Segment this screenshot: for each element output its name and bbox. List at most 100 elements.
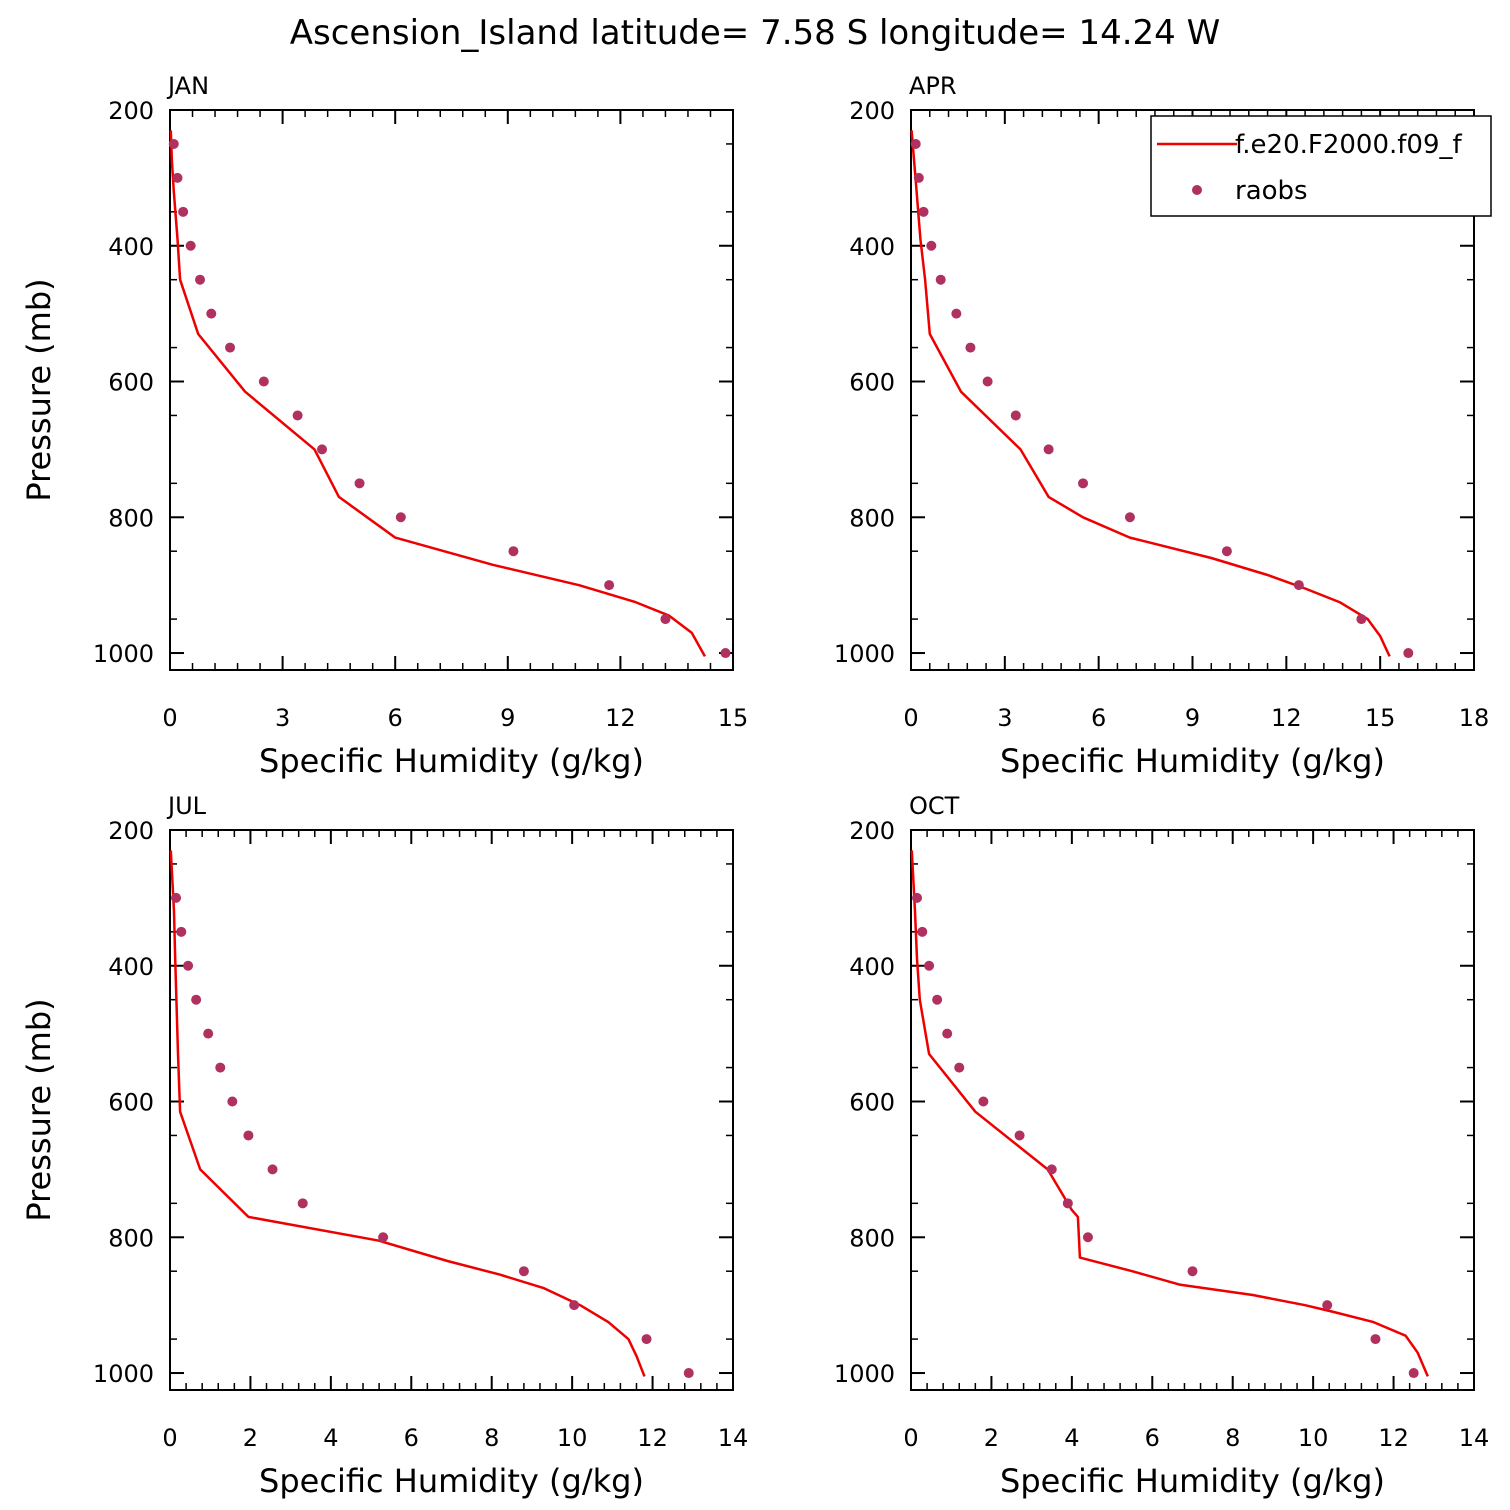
raobs-point (168, 138, 179, 149)
raobs-point (227, 1096, 238, 1107)
raobs-point (1356, 614, 1367, 625)
raobs-point (185, 240, 196, 251)
raobs-point (683, 1368, 694, 1379)
x-tick-label: 8 (1225, 1424, 1240, 1452)
raobs-point (172, 172, 183, 183)
y-tick-label: 1000 (93, 640, 154, 668)
raobs-point (267, 1164, 278, 1175)
x-tick-label: 12 (605, 704, 636, 732)
raobs-point (935, 274, 946, 285)
raobs-point (191, 994, 202, 1005)
raobs-point (926, 240, 937, 251)
x-tick-label: 14 (718, 1424, 749, 1452)
panel-oct: 0 2 4 6 8 10 12 14 200 400 600 800 1000 OCT Specific H… (834, 792, 1489, 1500)
x-axis-label: Specific Humidity (g/kg) (259, 742, 644, 780)
raobs-point (378, 1232, 389, 1243)
x-tick-label: 6 (1091, 704, 1106, 732)
y-tick-label: 1000 (834, 640, 895, 668)
x-tick-label: 9 (500, 704, 515, 732)
y-tick-label: 600 (108, 369, 154, 397)
y-tick-label: 1000 (834, 1360, 895, 1388)
raobs-point (1322, 1300, 1333, 1311)
raobs-point (924, 960, 935, 971)
x-tick-label: 10 (557, 1424, 588, 1452)
raobs-point (1082, 1232, 1093, 1243)
model-series-line (169, 130, 706, 658)
raobs-point (1408, 1368, 1419, 1379)
raobs-point (982, 376, 993, 387)
x-tick-label: 6 (1145, 1424, 1160, 1452)
raobs-point (641, 1334, 652, 1345)
model-series-line (169, 850, 646, 1377)
raobs-point (951, 308, 962, 319)
y-axis-label: Pressure (mb) (20, 278, 58, 501)
raobs-point (171, 892, 182, 903)
raobs-point (1046, 1164, 1057, 1175)
panel-title: JAN (166, 72, 209, 100)
raobs-point (604, 580, 615, 591)
raobs-point (913, 172, 924, 183)
y-tick-label: 200 (849, 97, 895, 125)
raobs-point (569, 1300, 580, 1311)
raobs-point (183, 960, 194, 971)
x-tick-label: 0 (162, 704, 177, 732)
x-tick-label: 15 (718, 704, 749, 732)
y-tick-label: 200 (108, 97, 154, 125)
y-tick-label: 800 (108, 1224, 154, 1252)
raobs-point (917, 926, 928, 937)
x-tick-label: 4 (1064, 1424, 1079, 1452)
raobs-point (178, 206, 189, 217)
x-tick-label: 15 (1365, 704, 1396, 732)
raobs-point (518, 1266, 529, 1277)
plot-frame (169, 829, 734, 1391)
y-tick-label: 800 (849, 504, 895, 532)
y-tick-label: 800 (849, 1224, 895, 1252)
x-tick-label: 6 (404, 1424, 419, 1452)
raobs-point (720, 648, 731, 659)
raobs-point (1078, 478, 1089, 489)
x-axis-label: Specific Humidity (g/kg) (1000, 1462, 1385, 1500)
raobs-point (225, 342, 236, 353)
x-axis-label: Specific Humidity (g/kg) (1000, 742, 1385, 780)
y-tick-label: 400 (849, 233, 895, 261)
raobs-point (215, 1062, 226, 1073)
y-tick-label: 800 (108, 504, 154, 532)
panel-title: APR (909, 72, 957, 100)
panel-jul: 0 2 4 6 8 10 12 14 200 400 600 800 1000 JUL Specific H… (20, 792, 748, 1500)
raobs-point (660, 614, 671, 625)
raobs-point (317, 444, 328, 455)
model-series-line (910, 130, 1391, 657)
raobs-point (203, 1028, 214, 1039)
raobs-point (1062, 1198, 1073, 1209)
x-tick-label: 3 (275, 704, 290, 732)
raobs-point (932, 994, 943, 1005)
plot-frame (169, 109, 734, 671)
raobs-point (292, 410, 303, 421)
x-tick-label: 3 (997, 704, 1012, 732)
panels: 0 3 6 9 12 15 200 400 600 800 1000 JAN Specific Humi… (20, 72, 1492, 1500)
y-tick-label: 400 (108, 953, 154, 981)
raobs-point (1187, 1266, 1198, 1277)
legend-box (1150, 115, 1492, 217)
x-tick-label: 8 (484, 1424, 499, 1452)
model-series-line (910, 850, 1429, 1377)
x-tick-label: 6 (388, 704, 403, 732)
raobs-point (1010, 410, 1021, 421)
raobs-point (195, 274, 206, 285)
y-tick-label: 600 (108, 1089, 154, 1117)
raobs-point (910, 138, 921, 149)
x-tick-label: 4 (323, 1424, 338, 1452)
legend-raobs-label: raobs (1235, 176, 1308, 206)
raobs-point (354, 478, 365, 489)
x-tick-label: 2 (243, 1424, 258, 1452)
raobs-point (1370, 1334, 1381, 1345)
x-tick-label: 0 (903, 1424, 918, 1452)
raobs-point (1293, 580, 1304, 591)
raobs-point (965, 342, 976, 353)
panel-title: OCT (909, 792, 960, 820)
panel-apr: 0 3 6 9 12 15 18 200 400 600 800 1000 APR Specific Hu… (834, 72, 1489, 780)
legend-model-label: f.e20.F2000.f09_f (1235, 130, 1462, 160)
x-tick-label: 9 (1185, 704, 1200, 732)
plot-frame (910, 829, 1475, 1391)
y-tick-label: 200 (108, 817, 154, 845)
